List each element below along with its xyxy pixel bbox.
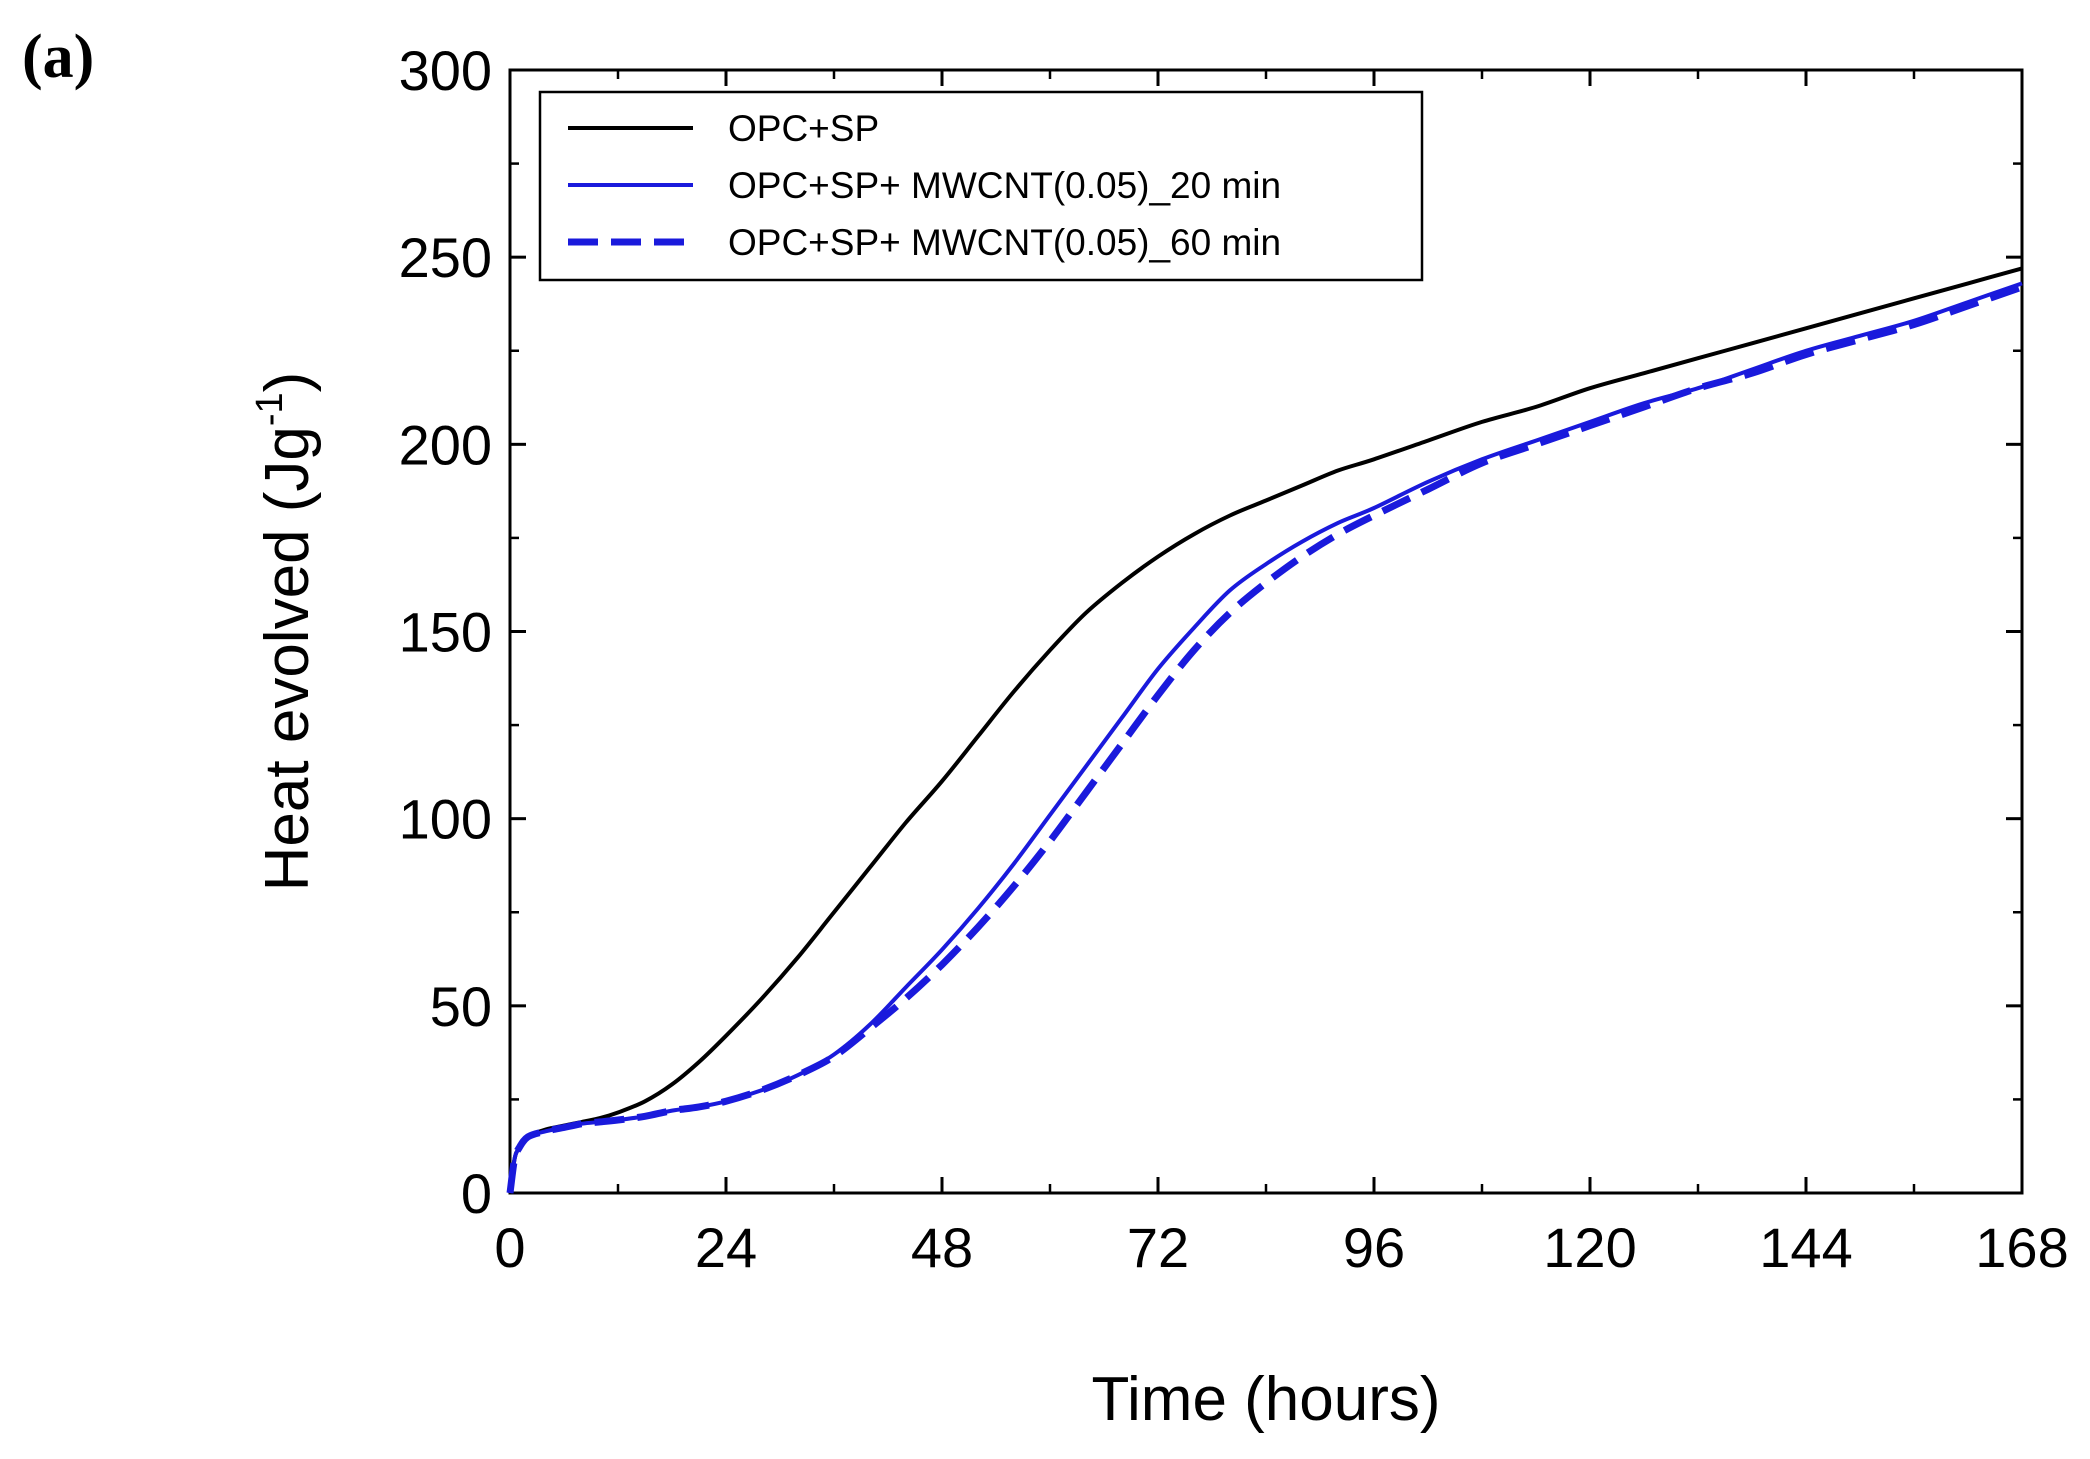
y-tick-label: 150 — [399, 601, 492, 664]
y-tick-label: 200 — [399, 413, 492, 476]
y-tick-label: 100 — [399, 788, 492, 851]
x-tick-label: 72 — [1127, 1216, 1189, 1279]
y-axis-title-close: ) — [253, 372, 322, 393]
x-tick-label: 120 — [1543, 1216, 1636, 1279]
x-axis-ticks: 0 24 48 72 96 120 144 168 — [494, 70, 2069, 1279]
legend: OPC+SP OPC+SP+ MWCNT(0.05)_20 min OPC+SP+ … — [538, 90, 1424, 282]
x-axis-title: Time (hours) — [1091, 1365, 1440, 1434]
series-line-mwcnt-20min — [508, 281, 2023, 1194]
legend-label: OPC+SP+ MWCNT(0.05)_60 min — [728, 222, 1281, 263]
y-axis-title: Heat evolved (Jg-1) — [249, 372, 322, 892]
y-tick-label: 50 — [430, 975, 492, 1038]
series-layer — [506, 266, 2024, 1194]
y-tick-label: 0 — [461, 1162, 492, 1225]
x-tick-label: 96 — [1343, 1216, 1405, 1279]
x-tick-label: 48 — [911, 1216, 973, 1279]
y-tick-label: 250 — [399, 226, 492, 289]
y-axis-ticks: 0 50 100 150 200 250 300 — [399, 39, 2022, 1225]
panel-label: (a) — [22, 23, 95, 91]
y-axis-title-superscript: -1 — [249, 392, 291, 426]
legend-item-mwcnt-20min: OPC+SP+ MWCNT(0.05)_20 min — [568, 165, 1281, 206]
x-tick-label: 24 — [695, 1216, 757, 1279]
series-line-opc-sp — [508, 266, 2023, 1194]
x-tick-label: 168 — [1975, 1216, 2068, 1279]
legend-item-mwcnt-60min: OPC+SP+ MWCNT(0.05)_60 min — [568, 222, 1281, 263]
x-tick-label: 144 — [1759, 1216, 1852, 1279]
y-axis-title-main: Heat evolved (Jg — [253, 426, 322, 891]
legend-item-opc-sp: OPC+SP — [568, 108, 879, 149]
y-tick-label: 300 — [399, 39, 492, 102]
series-line-mwcnt-60min — [506, 283, 2024, 1194]
legend-label: OPC+SP — [728, 108, 879, 149]
x-tick-label: 0 — [494, 1216, 525, 1279]
legend-label: OPC+SP+ MWCNT(0.05)_20 min — [728, 165, 1281, 206]
